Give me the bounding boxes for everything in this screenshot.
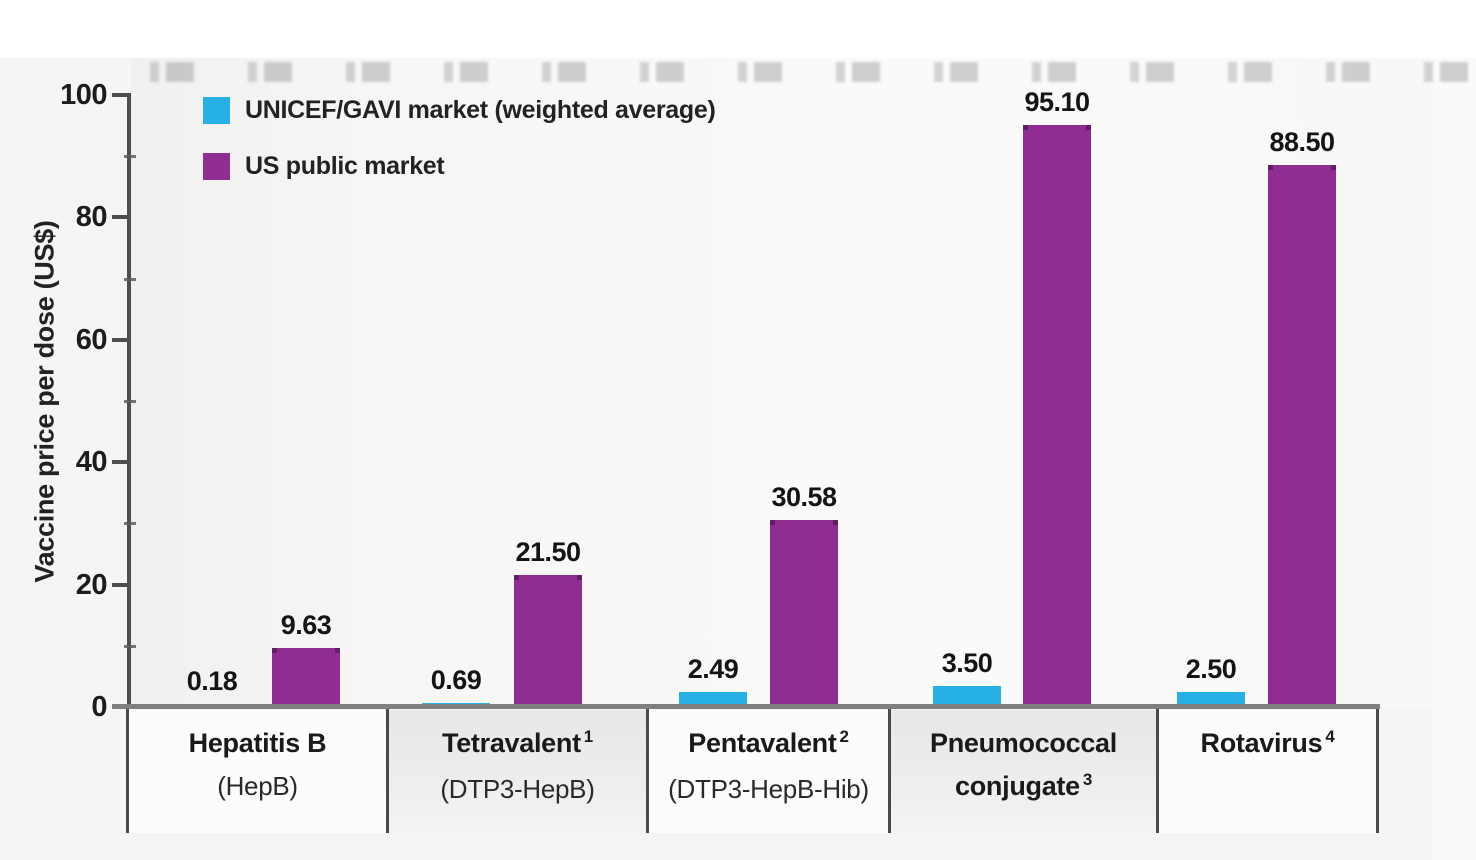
y-tick-label: 100 — [60, 79, 107, 111]
category-separator — [126, 707, 129, 833]
legend: UNICEF/GAVI market (weighted average) US… — [203, 96, 716, 208]
category-separator — [1156, 707, 1159, 833]
bar-unicef — [933, 685, 1001, 707]
y-axis-tick — [112, 582, 131, 587]
unicef-swatch-icon — [203, 97, 230, 124]
category-name: Rotavirus 4 — [1200, 727, 1335, 758]
right-margin — [1432, 58, 1476, 860]
bar-us-public — [272, 648, 340, 707]
us-public-swatch-icon — [203, 153, 230, 180]
y-axis-tick — [112, 93, 131, 97]
category-cell — [649, 710, 888, 833]
category-label: Rotavirus 4 — [1159, 710, 1376, 768]
legend-label-us-public: US public market — [245, 152, 445, 180]
category-name: conjugate 3 — [955, 770, 1092, 801]
y-axis-tick — [112, 215, 131, 220]
bar-value-label: 2.50 — [1185, 653, 1237, 684]
y-tick-label: 0 — [91, 691, 107, 723]
footnote-superscript: 1 — [583, 727, 593, 746]
category-sub-label: (DTP3-HepB) — [440, 774, 595, 804]
category-cell — [129, 710, 386, 833]
bar-value-label: 9.63 — [280, 610, 332, 641]
y-axis-minor-tick — [124, 155, 136, 159]
bar-us-public — [770, 519, 838, 707]
y-axis-minor-tick — [124, 277, 136, 281]
category-label: Tetravalent 1 (DTP3-HepB) — [389, 710, 646, 811]
y-tick-label: 60 — [75, 323, 108, 356]
y-tick-label: 80 — [75, 201, 108, 234]
category-separator — [386, 707, 389, 833]
bar-us-public — [1023, 124, 1091, 707]
category-label: Pentavalent 2 (DTP3-HepB-Hib) — [649, 710, 888, 811]
y-axis-minor-tick — [124, 400, 136, 403]
footnote-superscript: 4 — [1325, 727, 1335, 746]
y-axis-tick — [112, 337, 131, 342]
bar-value-label: 0.69 — [430, 664, 482, 695]
category-name: Hepatitis B — [188, 728, 327, 758]
category-cell — [389, 710, 646, 833]
category-cell — [891, 710, 1156, 833]
bar-unicef — [1177, 691, 1245, 707]
y-tick-label: 20 — [75, 568, 108, 601]
y-axis-title: Vaccine price per dose (US$) — [29, 220, 60, 583]
bar-unicef — [679, 691, 747, 707]
category-separator — [1376, 707, 1379, 833]
y-axis-minor-tick — [124, 522, 136, 526]
bar-value-label: 30.58 — [771, 481, 837, 512]
scan-artifact-band — [150, 62, 1470, 82]
category-separator — [888, 707, 891, 833]
legend-item-us-public: US public market — [203, 152, 716, 181]
category-name: Pentavalent 2 — [688, 727, 849, 758]
y-axis-tick — [112, 460, 131, 465]
bar-value-label: 2.49 — [687, 653, 739, 684]
category-sub-label: (HepB) — [217, 771, 298, 801]
category-name: Tetravalent 1 — [442, 727, 593, 758]
category-label: Pneumococcal conjugate 3 — [891, 710, 1156, 811]
footnote-superscript: 3 — [1082, 770, 1092, 789]
category-name: Pneumococcal — [930, 728, 1117, 758]
bar-value-label: 3.50 — [941, 647, 993, 678]
bar-value-label: 95.10 — [1024, 86, 1090, 117]
legend-item-unicef: UNICEF/GAVI market (weighted average) — [203, 96, 716, 125]
bar-value-label: 21.50 — [515, 537, 581, 568]
category-label: Hepatitis B (HepB) — [129, 710, 386, 808]
bar-us-public — [1268, 165, 1336, 707]
x-axis-baseline — [112, 704, 1380, 709]
bar-value-label: 0.18 — [186, 666, 238, 696]
bar-value-label: 88.50 — [1269, 127, 1335, 158]
category-separator — [646, 707, 649, 833]
footnote-superscript: 2 — [839, 727, 849, 746]
legend-label-unicef: UNICEF/GAVI market (weighted average) — [245, 96, 716, 124]
y-tick-label: 40 — [75, 446, 108, 479]
bar-us-public — [514, 575, 582, 707]
y-axis-minor-tick — [124, 644, 136, 648]
category-cell — [1159, 710, 1376, 833]
top-margin — [0, 0, 1476, 58]
category-sub-label: (DTP3-HepB-Hib) — [668, 774, 869, 804]
